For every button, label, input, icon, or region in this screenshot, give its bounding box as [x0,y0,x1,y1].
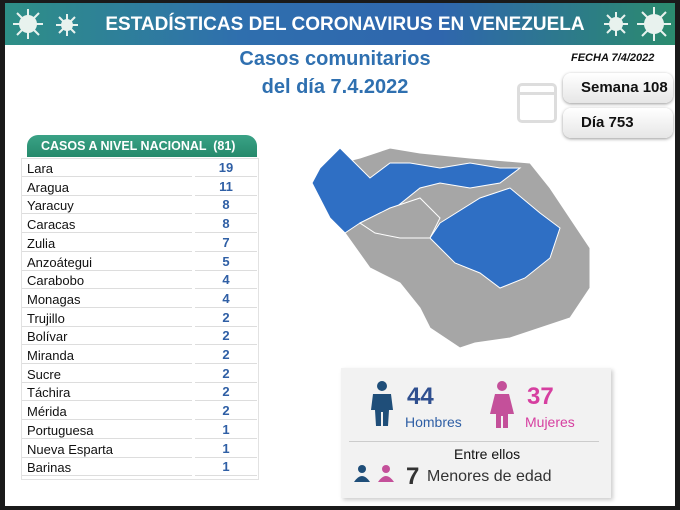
subtitle-line2: del día 7.4.2022 [261,76,409,98]
day-badge: Día 753 [563,108,673,138]
case-count: 2 [195,384,257,402]
case-count: 2 [195,310,257,327]
men-count: 44 [407,383,434,410]
state-name: Portuguesa [22,421,192,439]
table-row: Nueva Esparta 1 [22,440,262,459]
state-name: Bolívar [22,328,192,346]
state-name: Monagas [22,290,192,308]
venezuela-map [311,147,591,349]
virus-icon [13,9,43,39]
case-count: 4 [195,272,257,290]
table-row: Caracas 8 [22,216,262,234]
minors-count: 7 [406,463,420,490]
state-name: Mérida [22,403,192,421]
case-count: 8 [195,197,257,215]
state-name: Zulia [22,234,192,252]
case-count: 1 [195,422,257,439]
table-row: Lara 19 [22,160,262,178]
state-name: Miranda [22,347,192,364]
case-count: 1 [195,441,257,458]
virus-icon [604,12,628,36]
case-count: 4 [195,291,257,308]
case-count: 5 [195,254,257,271]
case-count: 2 [195,403,257,421]
table-row: Carabobo 4 [22,272,262,290]
minors-icon [354,465,394,482]
map-gray-apure [359,197,441,239]
case-count: 2 [195,347,257,364]
man-icon [371,381,393,426]
case-count: 11 [195,179,257,196]
table-row: Yaracuy 8 [22,197,262,215]
case-count: 7 [195,235,257,252]
case-count: 2 [195,328,257,346]
subtitle-line1: Casos comunitarios [239,48,431,70]
state-name: Trujillo [22,309,192,327]
date-label: FECHA 7/4/2022 [571,52,655,64]
table-title: CASOS A NIVEL NACIONAL (81) [27,135,257,157]
table-row: Portuguesa 1 [22,421,262,440]
state-name: Nueva Esparta [22,440,192,458]
women-label: Mujeres [525,414,575,430]
table-row: Zulia 7 [22,234,262,253]
woman-icon [490,381,514,428]
table-row: Barinas 1 [22,459,262,477]
minors-label: Menores de edad [427,468,552,485]
table-row: Anzoátegui 5 [22,253,262,272]
virus-icon [56,14,78,36]
table-row: Mérida 2 [22,403,262,421]
table-row: Monagas 4 [22,290,262,309]
state-name: Yaracuy [22,197,192,215]
state-name: Sucre [22,365,192,383]
state-name: Aragua [22,178,192,196]
women-count: 37 [527,383,554,410]
state-name: Lara [22,160,192,177]
table-frame [21,158,259,480]
state-name: Táchira [22,384,192,402]
case-count: 2 [195,366,257,383]
men-label: Hombres [405,414,462,430]
table-row: Aragua 11 [22,178,262,197]
divider [349,441,599,442]
state-name: Carabobo [22,272,192,290]
state-name: Anzoátegui [22,253,192,271]
case-count: 1 [195,459,257,477]
week-badge: Semana 108 [563,73,673,103]
map-blue-west [311,147,522,234]
table-row: Táchira 2 [22,384,262,402]
gender-card: 44 Hombres 37 Mujeres Entre ellos 7 Meno… [341,368,611,498]
infographic: ESTADÍSTICAS DEL CORONAVIRUS EN VENEZUEL… [5,3,675,506]
header-banner: ESTADÍSTICAS DEL CORONAVIRUS EN VENEZUEL… [5,3,675,45]
case-count: 19 [195,160,257,177]
table-row: Sucre 2 [22,365,262,384]
state-name: Barinas [22,459,192,477]
calendar-icon [517,83,557,123]
table-row: Bolívar 2 [22,328,262,346]
case-count: 8 [195,216,257,234]
state-name: Caracas [22,216,192,234]
banner-title: ESTADÍSTICAS DEL CORONAVIRUS EN VENEZUEL… [105,14,585,35]
virus-icon [637,7,671,41]
map-blue-bolivar [429,187,561,289]
table-row: Miranda 2 [22,347,262,365]
between-label: Entre ellos [454,446,521,462]
table-row: Trujillo 2 [22,309,262,328]
